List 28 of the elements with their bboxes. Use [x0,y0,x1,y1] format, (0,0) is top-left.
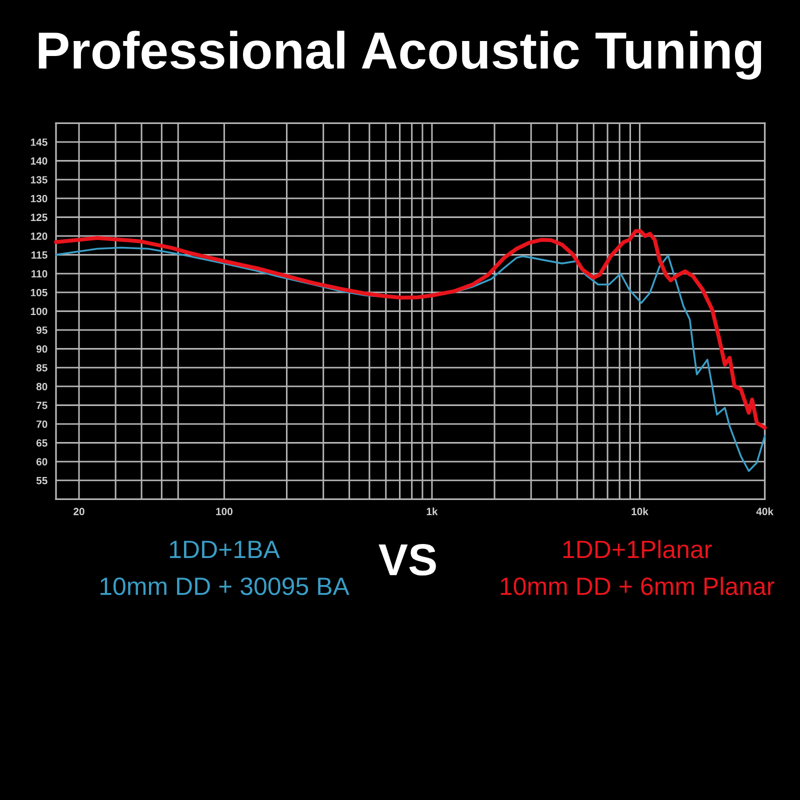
chart-title: Professional Acoustic Tuning [38,30,762,80]
y-tick-label: 145 [30,138,48,146]
y-tick-label: 90 [36,345,48,353]
x-tick-label: 40k [756,508,774,516]
y-tick-label: 95 [36,326,48,334]
y-tick-label: 65 [36,439,48,447]
y-tick-label: 140 [30,157,48,165]
text: 1DD+1BA 10mm DD + 30095 BA [100,540,350,596]
x-tick-label: 100 [216,508,232,516]
y-tick-label: 105 [30,288,48,296]
x-tick-label: 1k [426,508,438,516]
y-tick-label: 80 [36,382,48,390]
y-tick-label: 115 [32,251,48,259]
y-tick-label: 85 [36,364,48,372]
y-tick-label: 110 [32,270,48,278]
y-tick-label: 120 [30,232,48,240]
y-tick-label: 70 [36,420,48,428]
y-tick-label: 135 [30,176,48,184]
x-tick-label: 10k [632,508,648,516]
y-tick-label: 125 [30,214,48,222]
y-tick-label: 60 [36,458,48,466]
y-tick-label: 100 [30,308,48,316]
text: 1DD+1Planar 10mm DD + 6mm Planar [500,540,774,596]
y-tick-label: 130 [30,194,48,202]
text: VS [378,544,436,576]
y-tick-label: 75 [36,402,48,410]
y-tick-label: 55 [36,477,48,484]
x-tick-label: 20 [74,508,84,516]
